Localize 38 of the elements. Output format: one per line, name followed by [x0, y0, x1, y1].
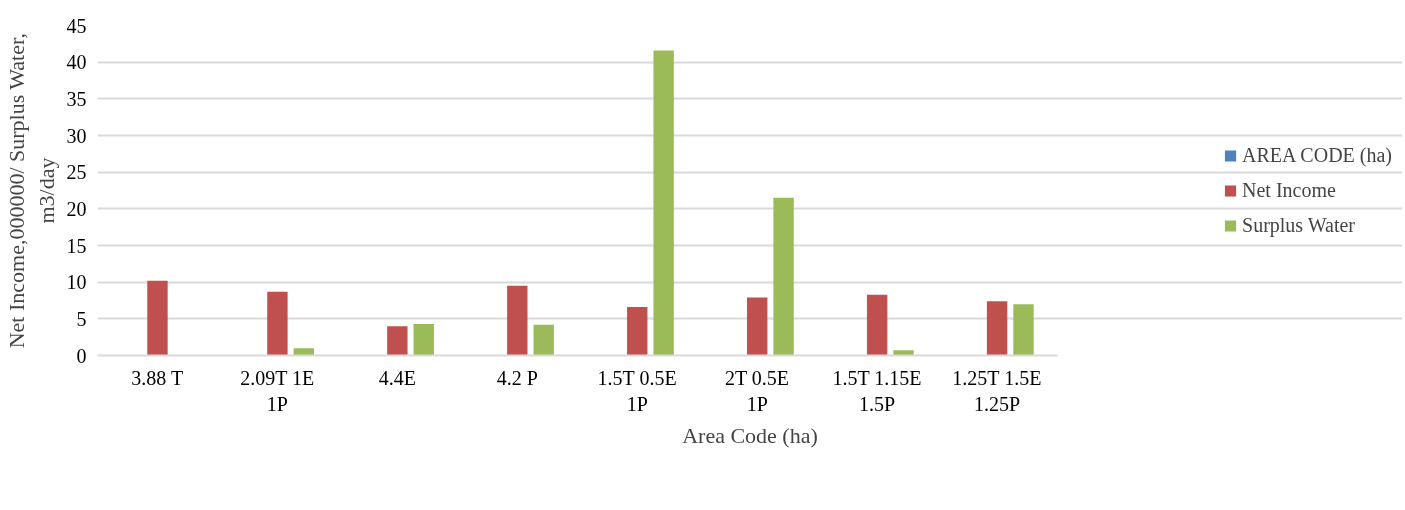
y-tick-label: 10 [66, 271, 87, 294]
y-tick-label: 5 [76, 307, 87, 330]
x-axis-title: Area Code (ha) [682, 422, 818, 448]
bar [533, 324, 554, 356]
bar [1013, 304, 1034, 356]
x-tick-label: 1.5T 0.5E 1P [597, 366, 677, 415]
bar [147, 280, 168, 356]
y-tick-label: 15 [66, 234, 87, 257]
bar [773, 197, 794, 356]
x-tick-label: 1.5T 1.15E 1.5P [832, 366, 922, 415]
legend-label: Net Income [1242, 178, 1336, 202]
y-tick-label: 0 [76, 344, 87, 367]
bar [507, 285, 528, 356]
x-tick-label: 2T 0.5E 1P [724, 366, 790, 415]
bar [293, 348, 314, 356]
y-tick-label: 25 [66, 161, 87, 184]
y-tick-label: 35 [66, 87, 87, 110]
bar [747, 297, 768, 356]
legend-label: AREA CODE (ha) [1242, 143, 1392, 167]
bar [866, 294, 888, 356]
x-tick-label: 1.25T 1.5E 1.25P [952, 366, 1042, 415]
legend-label: Surplus Water [1242, 213, 1356, 237]
y-axis-title: Net Income,000000/ Surplus Water, m3/day [3, 33, 59, 349]
bar [653, 50, 674, 356]
y-tick-label: 20 [66, 197, 87, 220]
bar [893, 350, 914, 356]
x-tick-label: 2.09T 1E 1P [240, 366, 315, 415]
y-tick-label: 30 [66, 124, 87, 147]
bar [627, 307, 648, 356]
bar [267, 291, 288, 356]
x-tick-label: 4.2 P [496, 366, 538, 389]
x-tick-label: 4.4E [378, 366, 416, 389]
y-tick-label: 45 [66, 14, 87, 37]
bar [413, 323, 434, 356]
bar [986, 301, 1008, 356]
bar [387, 326, 408, 356]
x-tick-label: 3.88 T [131, 366, 184, 389]
y-tick-label: 40 [66, 51, 87, 74]
